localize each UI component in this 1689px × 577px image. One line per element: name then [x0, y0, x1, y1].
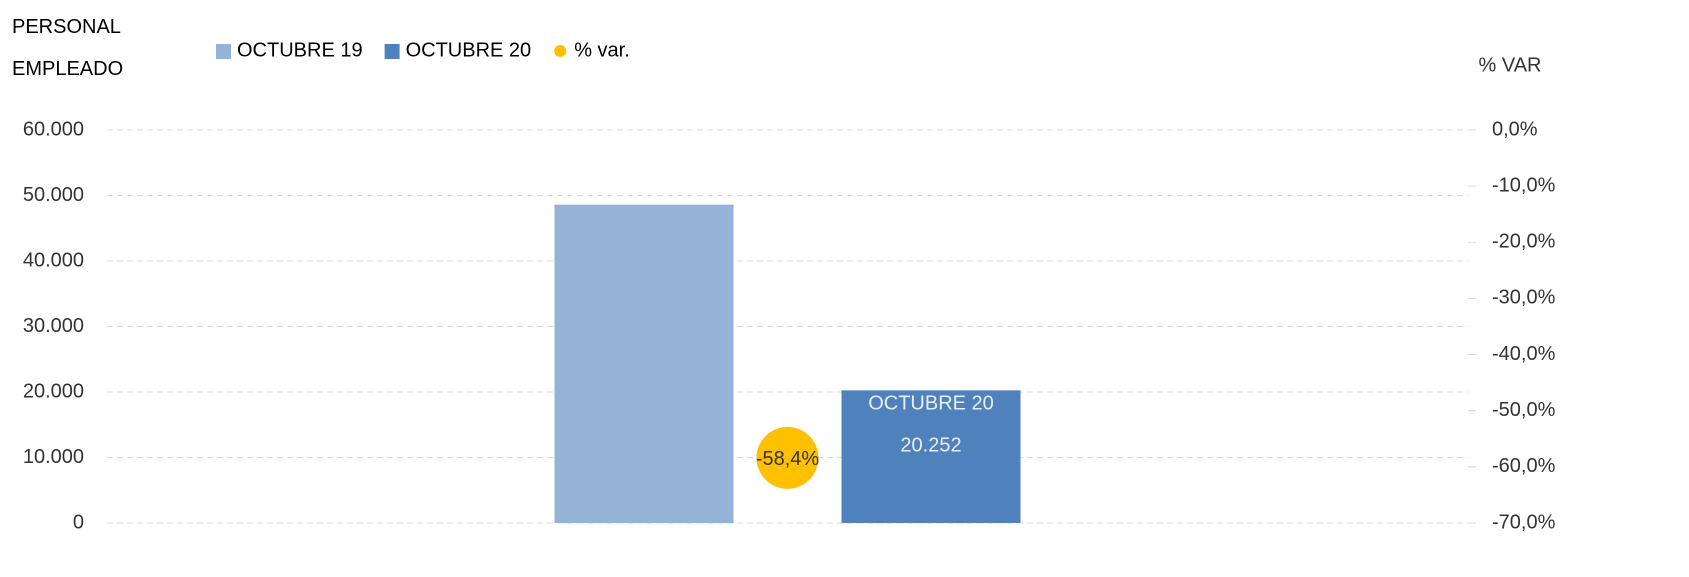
- y2-tick-label: -20,0%: [1492, 231, 1556, 253]
- y-tick-label: 10.000: [23, 446, 84, 468]
- legend-swatch: [384, 44, 400, 59]
- y-tick-label: 20.000: [23, 380, 84, 402]
- y2-tick-label: -10,0%: [1492, 174, 1556, 196]
- legend-label: % var.: [574, 39, 630, 61]
- y2-tick-label: 0,0%: [1492, 118, 1538, 140]
- y2-tick-label: -40,0%: [1492, 343, 1556, 365]
- y2-tick-label: -60,0%: [1492, 455, 1556, 477]
- legend-label: OCTUBRE 19: [237, 39, 363, 61]
- legend-label: OCTUBRE 20: [406, 39, 532, 61]
- y2-tick-label: -70,0%: [1492, 511, 1556, 533]
- y2-axis-label: % VAR: [1479, 54, 1542, 76]
- y-tick-label: 50.000: [23, 184, 84, 206]
- y2-tick-label: -30,0%: [1492, 287, 1556, 309]
- bar: [554, 204, 734, 524]
- legend-swatch: [554, 45, 567, 57]
- var-dot: [756, 426, 819, 489]
- y-tick-label: 0: [73, 511, 84, 533]
- bar: [841, 390, 1021, 523]
- legend-swatch: [216, 44, 231, 59]
- y-tick-label: 40.000: [23, 249, 84, 271]
- bar-series-label: OCTUBRE 20: [868, 393, 994, 415]
- y-tick-label: 30.000: [23, 315, 84, 337]
- y2-tick-label: -50,0%: [1492, 399, 1556, 421]
- data-label: 20.252: [900, 435, 961, 457]
- y-tick-label: 60.000: [23, 118, 84, 140]
- data-label: -58,4%: [756, 448, 820, 470]
- chart-title: PERSONAL EMPLEADO: [12, 16, 124, 80]
